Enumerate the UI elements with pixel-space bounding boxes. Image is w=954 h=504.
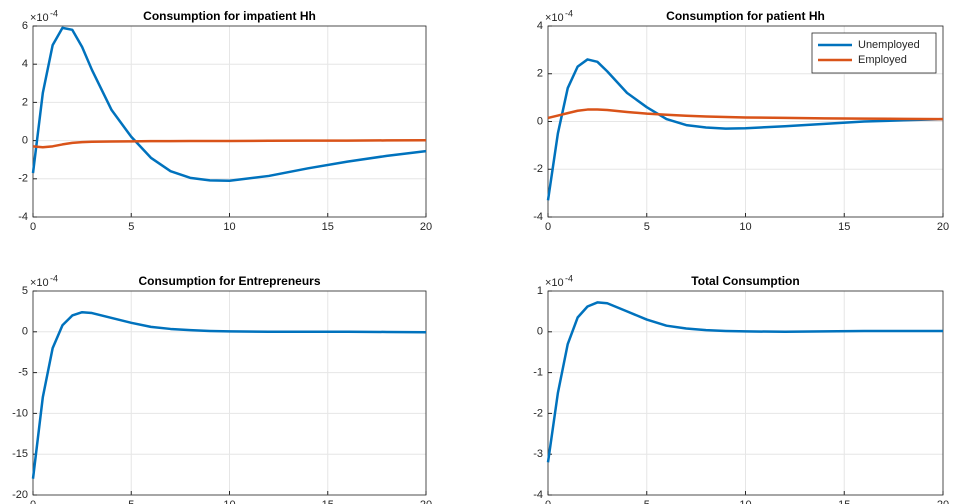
x-tick-label: 20 xyxy=(937,499,949,504)
y-tick-label: 0 xyxy=(22,326,28,338)
axis-multiplier: ×10 xyxy=(545,12,564,24)
x-tick-label: 0 xyxy=(30,499,36,504)
subplot: 0 5 10 15 20 -20 -15 -10 -5 0 5 Consumption for Ent… xyxy=(12,273,432,504)
y-tick-label: -20 xyxy=(12,489,28,501)
x-tick-label: 15 xyxy=(838,499,850,504)
axes-box xyxy=(32,25,427,218)
legend-box xyxy=(811,32,937,74)
x-tick-label: 10 xyxy=(739,221,751,233)
axis-multiplier-exponent: -4 xyxy=(50,273,58,283)
y-tick-label: 5 xyxy=(22,285,28,297)
x-tick-label: 10 xyxy=(223,499,235,504)
chart-title: Consumption for Entrepreneurs xyxy=(138,274,320,288)
axis-multiplier: ×10 xyxy=(545,277,564,289)
legend-label: Unemployed xyxy=(858,39,920,51)
x-tick-label: 0 xyxy=(545,499,551,504)
axis-multiplier: ×10 xyxy=(30,277,49,289)
y-tick-label: 0 xyxy=(537,115,543,127)
axes-box xyxy=(547,290,944,496)
x-tick-label: 10 xyxy=(739,499,751,504)
axes-box xyxy=(32,290,427,496)
chart-title: Total Consumption xyxy=(691,274,799,288)
axis-multiplier-exponent: -4 xyxy=(565,8,573,18)
x-tick-label: 20 xyxy=(420,499,432,504)
x-tick-label: 0 xyxy=(30,221,36,233)
y-tick-label: -4 xyxy=(533,211,543,223)
y-tick-label: 0 xyxy=(22,135,28,147)
x-tick-label: 5 xyxy=(128,221,134,233)
y-tick-label: 2 xyxy=(22,96,28,108)
line-series xyxy=(546,301,943,463)
axis-multiplier-exponent: -4 xyxy=(50,8,58,18)
axes-box xyxy=(547,25,944,218)
x-tick-label: 10 xyxy=(223,221,235,233)
y-tick-label: 2 xyxy=(537,68,543,80)
line-series xyxy=(31,26,427,182)
y-tick-label: -2 xyxy=(18,173,28,185)
axis-multiplier-exponent: -4 xyxy=(565,273,573,283)
legend-label: Employed xyxy=(858,54,907,66)
x-tick-label: 20 xyxy=(420,221,432,233)
axis-multiplier: ×10 xyxy=(30,12,49,24)
chart-title: Consumption for impatient Hh xyxy=(143,9,316,23)
y-tick-label: -15 xyxy=(12,448,28,460)
x-tick-label: 5 xyxy=(128,499,134,504)
y-tick-label: -10 xyxy=(12,407,28,419)
line-series xyxy=(546,58,944,201)
x-tick-label: 0 xyxy=(545,221,551,233)
x-tick-label: 15 xyxy=(838,221,850,233)
y-tick-label: 0 xyxy=(537,326,543,338)
line-series xyxy=(547,108,944,121)
x-tick-label: 5 xyxy=(644,221,650,233)
y-tick-label: 6 xyxy=(22,20,28,32)
y-tick-label: -5 xyxy=(18,367,28,379)
x-tick-label: 15 xyxy=(322,221,334,233)
y-tick-label: -1 xyxy=(533,367,543,379)
y-tick-label: 4 xyxy=(537,20,543,32)
y-tick-label: -4 xyxy=(18,211,28,223)
chart-title: Consumption for patient Hh xyxy=(666,9,825,23)
y-tick-label: -2 xyxy=(533,163,543,175)
y-tick-label: -2 xyxy=(533,407,543,419)
x-tick-label: 15 xyxy=(322,499,334,504)
y-tick-label: 1 xyxy=(537,285,543,297)
line-series xyxy=(32,138,427,149)
subplot: 0 5 10 15 20 -4 -2 0 2 4 Consumption for patient H… xyxy=(533,8,949,233)
subplot: 0 5 10 15 20 -4 -2 0 2 4 6 Consumption for impatien… xyxy=(18,8,432,233)
y-tick-label: -4 xyxy=(533,489,543,501)
x-tick-label: 20 xyxy=(937,221,949,233)
y-tick-label: -3 xyxy=(533,448,543,460)
x-tick-label: 5 xyxy=(644,499,650,504)
line-series xyxy=(31,310,427,479)
y-tick-label: 4 xyxy=(22,58,28,70)
